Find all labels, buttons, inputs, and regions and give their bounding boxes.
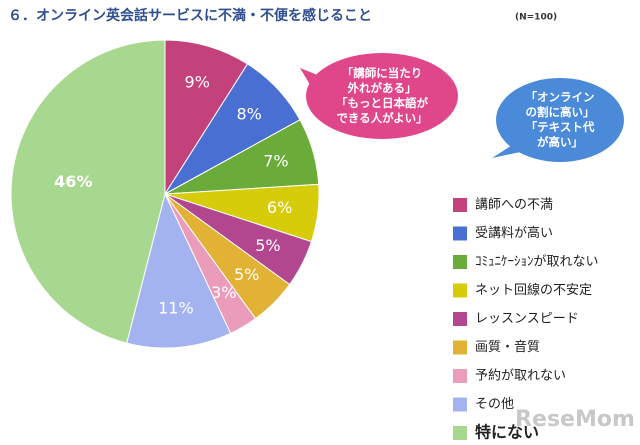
legend-label: レッスンスピード bbox=[475, 312, 579, 327]
data-label: 11% bbox=[158, 298, 194, 317]
callout-text: の割に高い」 bbox=[526, 105, 595, 119]
legend-swatch bbox=[453, 340, 467, 355]
legend-swatch bbox=[453, 283, 467, 298]
pie-slice bbox=[126, 192, 232, 349]
data-label: 6% bbox=[267, 198, 292, 217]
callout-bubble bbox=[306, 53, 458, 139]
callout-text: できる人がよい」 bbox=[336, 111, 427, 125]
legend-label: その他 bbox=[475, 397, 514, 412]
callout-text: が高い」 bbox=[537, 135, 583, 149]
data-label: 5% bbox=[234, 265, 259, 284]
legend-swatch bbox=[453, 312, 467, 326]
data-label: 9% bbox=[185, 73, 210, 92]
watermark: ReseMom bbox=[515, 407, 635, 432]
legend-label: 受講料が高い bbox=[475, 225, 553, 241]
legend-label: 画質・音質 bbox=[475, 339, 540, 355]
legend-swatch bbox=[453, 397, 467, 412]
legend-swatch bbox=[453, 226, 467, 241]
pie-slice bbox=[10, 39, 166, 344]
callout-text: 「オンライン bbox=[526, 90, 595, 104]
legend-label: 講師への不満 bbox=[475, 197, 553, 213]
legend-label: 予約が取れない bbox=[475, 369, 566, 384]
legend-label: 特にない bbox=[475, 423, 539, 442]
legend-swatch bbox=[453, 198, 467, 212]
callout-bubble bbox=[496, 78, 624, 162]
data-label: 3% bbox=[211, 283, 236, 302]
legend-swatch bbox=[453, 255, 467, 269]
callout-text: 「テキスト代 bbox=[526, 120, 595, 134]
data-label: 7% bbox=[263, 151, 288, 170]
callout-text: 外れがある」 bbox=[347, 81, 417, 95]
chart-title: ６．オンライン英会話サービスに不満・不便を感じること bbox=[8, 7, 372, 24]
data-label: 8% bbox=[237, 104, 262, 123]
data-label: 46% bbox=[54, 172, 92, 191]
legend-label: ネット回線の不安定 bbox=[475, 282, 592, 298]
legend-swatch bbox=[453, 426, 467, 440]
legend-label: ｺﾐｭﾆｹｰｼｮﾝが取れない bbox=[475, 255, 599, 270]
callouts bbox=[300, 53, 624, 162]
chart-subtitle: (N=100) bbox=[515, 13, 557, 23]
pie-slice bbox=[164, 39, 249, 196]
data-label: 5% bbox=[255, 236, 280, 255]
callout-text: 「もっと日本語が bbox=[336, 96, 428, 110]
callout-text: 「講師に当たり bbox=[342, 66, 423, 80]
legend-swatch bbox=[453, 369, 467, 383]
